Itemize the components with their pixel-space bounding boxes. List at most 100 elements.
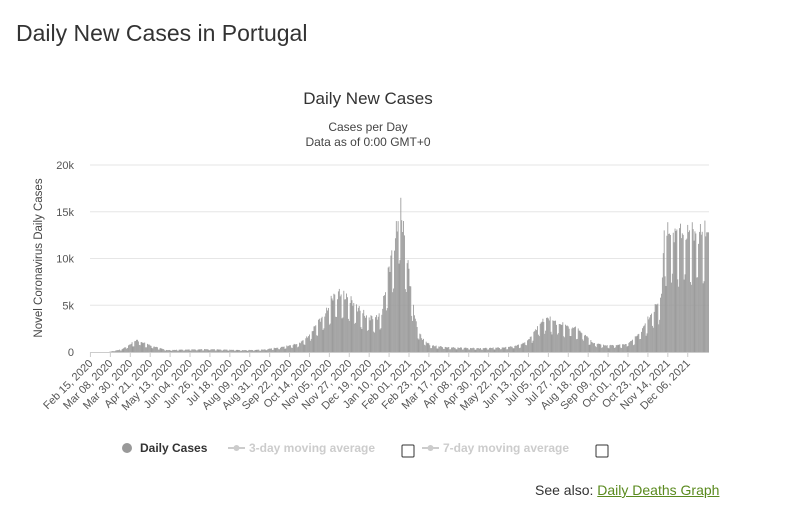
bar — [613, 347, 615, 352]
bar — [531, 342, 533, 352]
bar — [227, 350, 229, 352]
bar — [443, 348, 445, 352]
bar — [353, 303, 355, 352]
bar — [183, 350, 185, 352]
legend-item-3-day-average[interactable]: 3-day moving average — [228, 441, 375, 455]
bar — [575, 326, 576, 352]
bar — [697, 277, 699, 352]
bar — [347, 297, 348, 352]
bar — [434, 346, 436, 352]
bar — [475, 349, 477, 352]
bar — [308, 336, 309, 352]
bar — [680, 223, 681, 352]
bar — [651, 313, 652, 352]
chart-subtitle-line-2: Data as of 0:00 GMT+0 — [305, 135, 430, 149]
bar — [466, 348, 468, 352]
bar — [147, 343, 148, 352]
bar — [619, 344, 621, 352]
bar — [422, 339, 423, 352]
bar — [679, 228, 680, 352]
bar — [222, 350, 223, 352]
bar — [457, 347, 459, 352]
bar — [335, 316, 337, 352]
bar — [658, 324, 660, 352]
bar — [266, 350, 268, 352]
bar — [689, 230, 690, 352]
checkbox-7-day-average[interactable] — [595, 444, 609, 458]
bar — [516, 345, 518, 352]
bar — [302, 340, 304, 352]
bar — [377, 316, 379, 352]
bar — [413, 304, 414, 352]
bar — [197, 349, 199, 352]
bar — [498, 347, 499, 352]
bar — [615, 345, 617, 352]
bar — [414, 318, 416, 352]
bar — [118, 350, 119, 352]
bar — [449, 349, 451, 352]
bar — [564, 337, 566, 352]
bar — [336, 316, 338, 352]
bar — [122, 348, 124, 352]
bar — [448, 346, 450, 352]
y-tick-label: 15k — [56, 207, 74, 219]
bar — [172, 349, 174, 352]
bar — [692, 229, 694, 352]
bar — [251, 349, 252, 352]
bar — [143, 342, 145, 352]
bar — [538, 336, 540, 352]
bar — [267, 349, 269, 352]
bar — [354, 323, 356, 352]
legend-item-7-day-average[interactable]: 7-day moving average — [422, 441, 569, 455]
bar — [627, 345, 629, 352]
bar — [453, 347, 455, 352]
bar — [281, 346, 283, 352]
bar — [192, 349, 194, 352]
bar — [144, 342, 146, 352]
bar — [428, 343, 430, 352]
bar — [219, 349, 221, 352]
bar — [669, 233, 671, 352]
bar — [644, 323, 646, 352]
bar — [398, 263, 400, 352]
bar — [642, 328, 643, 352]
bar — [185, 349, 186, 352]
bar — [372, 319, 374, 352]
bar — [213, 349, 215, 352]
bar — [478, 348, 480, 352]
bar — [357, 307, 359, 352]
bar — [649, 317, 651, 352]
bar — [614, 347, 616, 352]
bar — [295, 344, 297, 352]
bar — [139, 345, 141, 352]
bar — [680, 238, 682, 352]
bar — [488, 349, 490, 352]
bar — [547, 318, 549, 352]
bar — [303, 344, 305, 352]
bar — [662, 253, 664, 352]
bar — [409, 286, 411, 352]
bar — [469, 349, 471, 352]
bar — [293, 343, 295, 352]
bar — [598, 343, 600, 352]
bar — [528, 339, 530, 352]
legend-item-daily-cases[interactable]: Daily Cases — [122, 441, 208, 455]
bar — [571, 328, 573, 352]
bar — [206, 349, 208, 352]
bar — [659, 319, 661, 352]
bar — [136, 339, 138, 352]
bar — [464, 347, 466, 352]
checkbox-3-day-average[interactable] — [401, 444, 415, 458]
bar — [297, 347, 299, 352]
bar — [509, 346, 510, 352]
bar — [589, 344, 591, 352]
bar — [396, 231, 398, 352]
bar — [417, 338, 419, 352]
bar — [250, 350, 252, 352]
y-axis-label: Novel Coronavirus Daily Cases — [33, 178, 45, 337]
daily-deaths-graph-link[interactable]: Daily Deaths Graph — [597, 482, 720, 498]
bar — [388, 266, 390, 352]
bar — [663, 230, 665, 352]
bar — [708, 232, 709, 352]
bar — [260, 350, 261, 352]
